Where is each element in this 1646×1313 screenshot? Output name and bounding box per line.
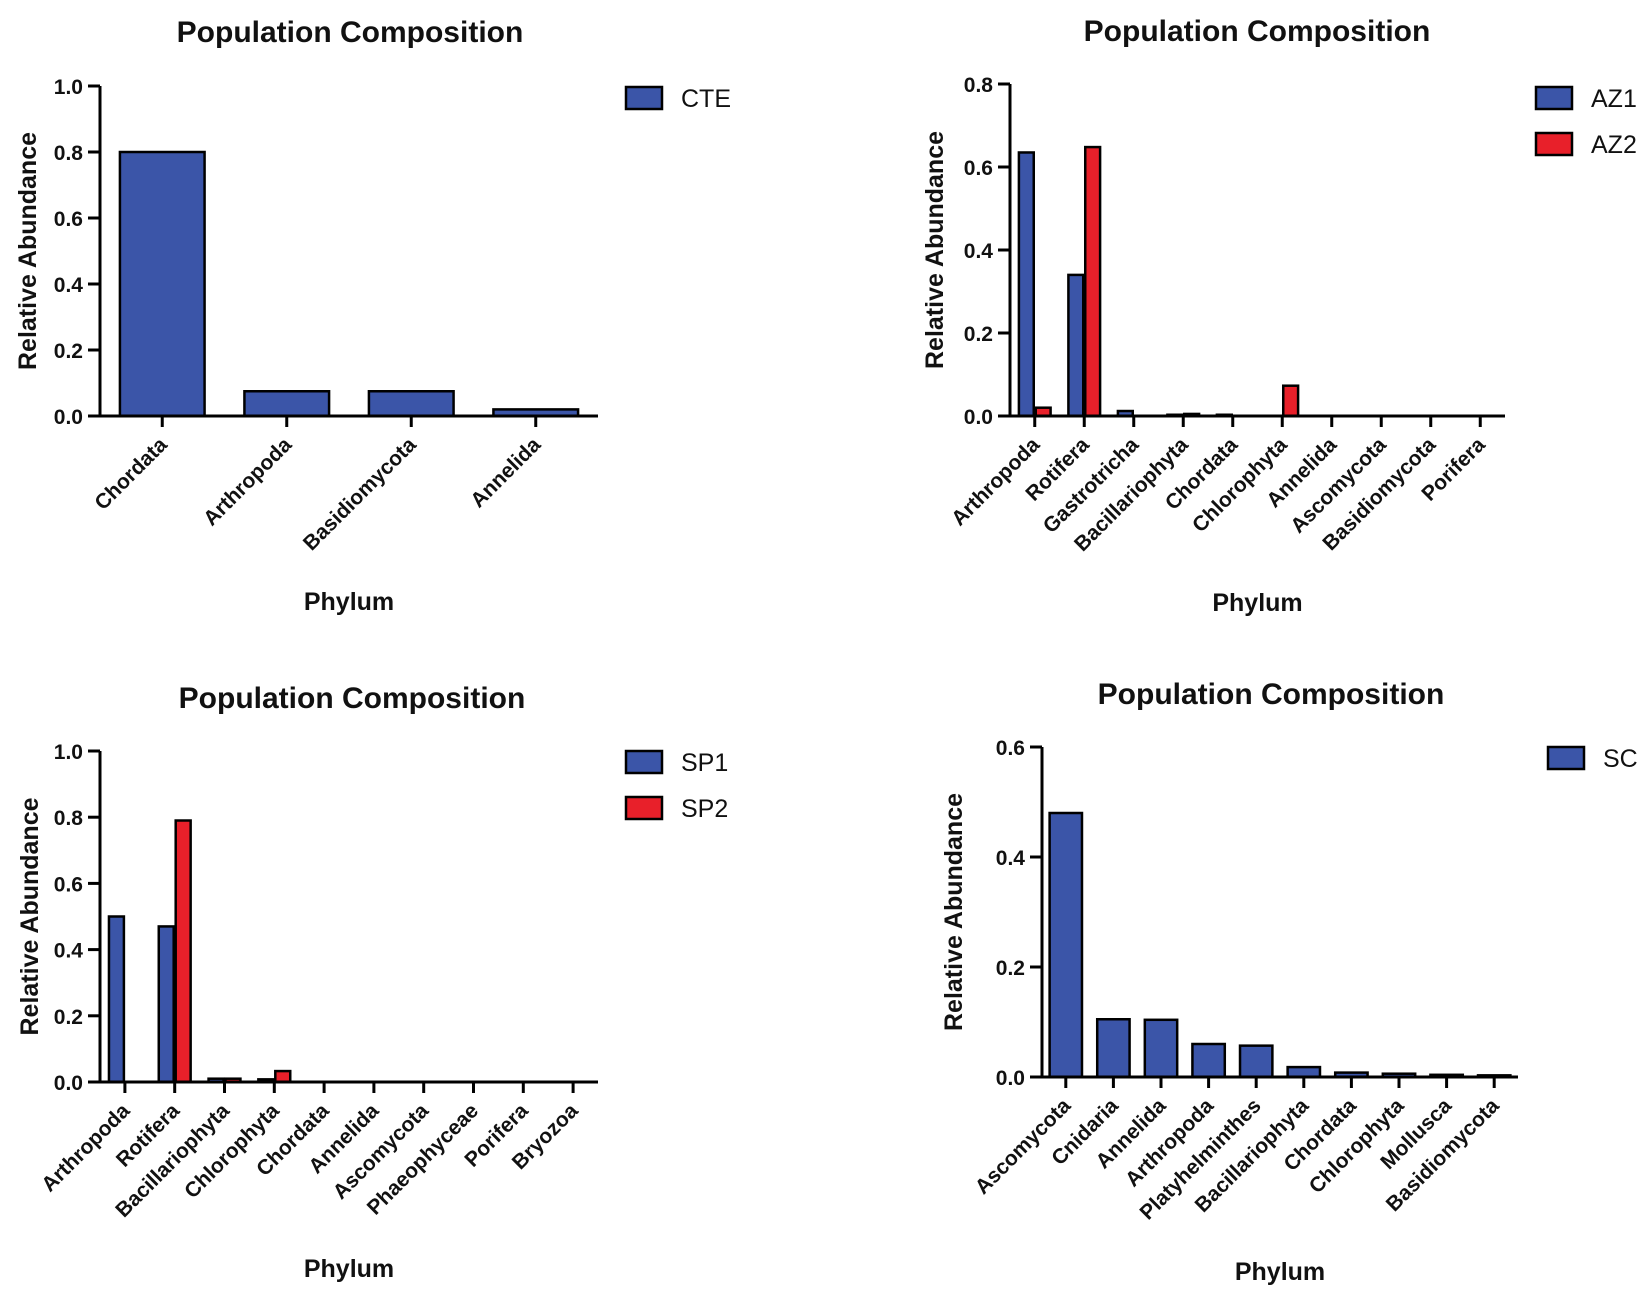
- y-tick-label: 0.2: [54, 340, 83, 363]
- y-tick-label: 0.6: [54, 208, 83, 231]
- y-tick-label: 0.4: [54, 940, 84, 963]
- y-tick-label: 0.4: [964, 240, 994, 263]
- bar-az1-arthropoda: [1017, 151, 1036, 418]
- bar-sc-platyhelminthes: [1238, 1044, 1274, 1079]
- chart-panel-4: Population Composition Relative Abundance…: [940, 678, 1638, 1286]
- legend-swatch-az2: [1534, 131, 1574, 157]
- y-tick-label: 0.2: [54, 1006, 83, 1029]
- x-tick-label: Annelida: [466, 433, 545, 512]
- legend-swatch-az1: [1534, 85, 1574, 111]
- bar-sp1-arthropoda: [107, 915, 126, 1084]
- y-tick-label: 0.4: [54, 274, 84, 297]
- y-axis-label: Relative Abundance: [940, 793, 968, 1031]
- x-tick-label: Arthropoda: [199, 433, 296, 530]
- bar-cte-basidiomycota: [367, 390, 455, 418]
- y-tick-label: 0.6: [996, 737, 1025, 760]
- bar-sc-ascomycota: [1048, 811, 1084, 1079]
- chart-title: Population Composition: [1098, 678, 1445, 711]
- x-tick-label: Basidiomycota: [299, 433, 421, 555]
- legend-swatch-sp1: [624, 749, 664, 775]
- legend-swatch-sc: [1546, 745, 1586, 771]
- legend-label-sc: SC: [1603, 745, 1638, 773]
- y-tick-label: 1.0: [54, 76, 83, 99]
- legend-swatch-cte: [624, 85, 664, 111]
- bar-sc-arthropoda: [1191, 1042, 1227, 1079]
- legend-label-sp2: SP2: [681, 795, 728, 823]
- legend-label-az1: AZ1: [1591, 85, 1637, 113]
- bar-az1-rotifera: [1067, 273, 1085, 418]
- x-axis-label: Phylum: [304, 1255, 394, 1283]
- chart-title: Population Composition: [177, 16, 524, 49]
- legend-label-sp1: SP1: [681, 749, 728, 777]
- y-tick-label: 0.0: [964, 406, 993, 429]
- y-tick-label: 1.0: [54, 741, 83, 764]
- y-tick-label: 0.2: [996, 957, 1025, 980]
- chart-title: Population Composition: [1084, 15, 1431, 48]
- bar-az2-chlorophyta: [1282, 384, 1300, 418]
- x-axis-label: Phylum: [304, 588, 394, 616]
- x-tick-label: Chordata: [90, 433, 172, 515]
- chart-panel-1: Population Composition Relative Abundance…: [14, 16, 731, 616]
- y-tick-label: 0.6: [964, 157, 993, 180]
- bar-sp2-chlorophyta: [274, 1069, 292, 1084]
- bar-sp2-rotifera: [174, 819, 192, 1084]
- bar-sc-annelida: [1143, 1018, 1179, 1079]
- legend-label-az2: AZ2: [1591, 131, 1637, 159]
- bar-sc-cnidaria: [1095, 1018, 1131, 1079]
- y-tick-label: 0.4: [996, 847, 1026, 870]
- chart-panel-3: Population Composition Relative Abundance…: [16, 682, 728, 1283]
- x-axis-label: Phylum: [1235, 1258, 1325, 1286]
- y-axis-label: Relative Abundance: [16, 797, 44, 1035]
- chart-panel-2: Population Composition Relative Abundance…: [921, 15, 1637, 617]
- bar-cte-chordata: [118, 150, 206, 418]
- y-axis-label: Relative Abundance: [14, 132, 42, 370]
- y-tick-label: 0.0: [54, 1072, 83, 1095]
- y-tick-label: 0.0: [54, 406, 83, 429]
- legend-swatch-sp2: [624, 795, 664, 821]
- x-axis-label: Phylum: [1212, 589, 1302, 617]
- y-tick-label: 0.6: [54, 873, 83, 896]
- bar-sp1-rotifera: [157, 925, 175, 1084]
- y-tick-label: 0.8: [54, 142, 84, 165]
- y-axis-label: Relative Abundance: [921, 131, 949, 369]
- bar-az2-rotifera: [1084, 145, 1102, 418]
- y-tick-label: 0.8: [964, 74, 994, 97]
- legend-label-cte: CTE: [681, 85, 731, 113]
- y-tick-label: 0.2: [964, 323, 993, 346]
- y-tick-label: 0.8: [54, 807, 84, 830]
- y-tick-label: 0.0: [996, 1067, 1025, 1090]
- chart-title: Population Composition: [179, 682, 526, 715]
- bar-cte-arthropoda: [243, 390, 331, 418]
